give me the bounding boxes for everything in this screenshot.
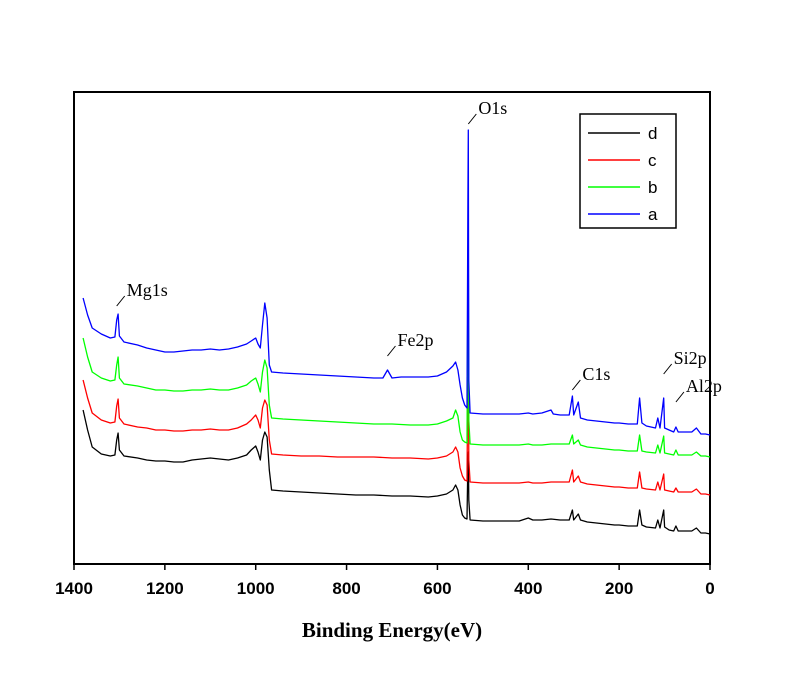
annotation-leader — [116, 295, 126, 307]
series-group — [82, 129, 711, 535]
annotation-o1s: O1s — [478, 98, 507, 118]
x-tick-label: 800 — [332, 579, 360, 598]
x-tick-label: 600 — [423, 579, 451, 598]
x-tick-label: 1200 — [146, 579, 184, 598]
annotation-leader — [467, 113, 477, 125]
legend-box — [579, 113, 677, 229]
peak-annotations: Mg1s Fe2p O1s C1s Si2p Al2p — [116, 98, 722, 403]
annotation-leader — [663, 363, 673, 375]
legend-label-c: c — [648, 151, 657, 170]
series-line-d — [82, 409, 711, 535]
legend-label-d: d — [648, 124, 657, 143]
annotation-leader — [571, 379, 581, 391]
x-tick-label: 400 — [514, 579, 542, 598]
annotation-c1s: C1s — [582, 364, 610, 384]
x-axis-ticks: 1400 1200 1000 800 600 400 200 0 — [55, 564, 715, 598]
x-axis-title: Binding Energy(eV) — [302, 618, 482, 642]
legend-label-a: a — [648, 205, 658, 224]
series-line-c — [82, 339, 711, 496]
series-line-b — [82, 244, 711, 458]
x-tick-label: 200 — [605, 579, 633, 598]
x-tick-label: 0 — [705, 579, 714, 598]
series-line-a — [82, 129, 711, 436]
annotation-si2p: Si2p — [674, 348, 707, 368]
annotation-al2p: Al2p — [686, 376, 722, 396]
x-tick-label: 1000 — [237, 579, 275, 598]
annotation-fe2p: Fe2p — [397, 330, 433, 350]
annotation-leader — [675, 391, 685, 403]
x-tick-label: 1400 — [55, 579, 93, 598]
annotation-mg1s: Mg1s — [127, 280, 168, 300]
plot-area — [73, 91, 711, 565]
annotation-leader — [387, 345, 396, 357]
legend-label-b: b — [648, 178, 657, 197]
